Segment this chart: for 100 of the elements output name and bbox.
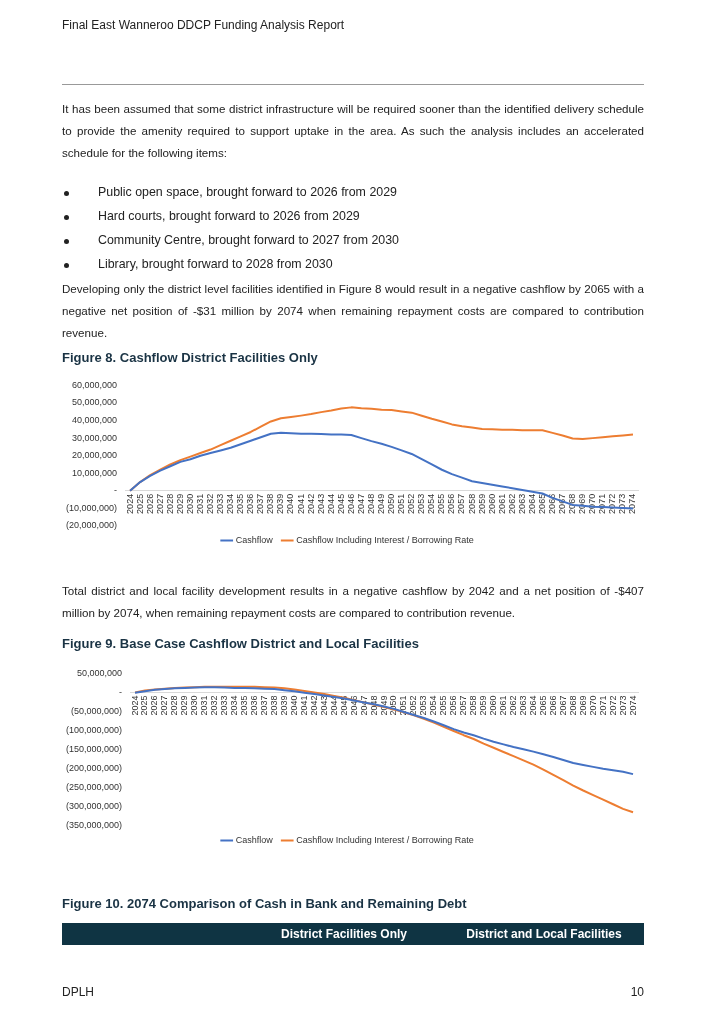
y-tick-label: (50,000,000)	[71, 706, 123, 717]
y-tick-label: (300,000,000)	[66, 801, 123, 812]
x-tick-label: 2041	[298, 695, 309, 716]
x-tick-label: 2046	[345, 493, 356, 514]
x-tick-label: 2067	[557, 493, 568, 514]
x-tick-label: 2057	[458, 695, 469, 716]
x-tick-label: 2037	[258, 695, 269, 716]
x-tick-label: 2060	[488, 695, 499, 716]
x-tick-label: 2044	[325, 493, 336, 514]
x-tick-label: 2056	[446, 493, 457, 514]
x-tick-label: 2039	[278, 695, 289, 716]
x-tick-label: 2045	[335, 493, 346, 514]
x-tick-label: 2065	[536, 493, 547, 514]
x-tick-label: 2067	[557, 695, 568, 716]
text: 10	[629, 985, 644, 999]
legend-label: Cashflow	[235, 534, 274, 545]
x-tick-label: 2029	[174, 493, 185, 514]
x-tick-label: 2060	[486, 493, 497, 514]
text: Community Centre, brought forward to 2027 from 2030	[98, 233, 399, 247]
x-tick-label: 2065	[537, 695, 548, 716]
x-tick-label: 2056	[448, 695, 459, 716]
x-tick-label: 2026	[144, 493, 155, 514]
y-tick-label: (10,000,000)	[65, 502, 118, 513]
text: Developing only the district level facilities identified in Figure 8 would result in a negative cashflow by 2065 with a negative net position of -$31 million by 2074 when remaining repayment costs are compared to contribution revenue.	[62, 281, 644, 341]
x-tick-label: 2033	[219, 695, 230, 716]
x-tick-label: 2070	[587, 493, 598, 514]
y-tick-label: (100,000,000)	[66, 725, 123, 736]
x-tick-label: 2034	[229, 695, 240, 716]
x-tick-label: 2058	[468, 695, 479, 716]
x-tick-label: 2030	[189, 695, 200, 716]
x-tick-label: 2027	[154, 493, 165, 514]
x-tick-label: 2047	[355, 493, 366, 514]
x-tick-label: 2031	[199, 695, 210, 716]
x-tick-label: 2034	[225, 493, 236, 514]
x-tick-label: 2051	[396, 493, 407, 514]
x-tick-label: 2046	[348, 695, 359, 716]
text: Hard courts, brought forward to 2026 from 2029	[98, 209, 360, 223]
y-tick-label: -	[119, 686, 123, 697]
y-tick-label: 40,000,000	[71, 415, 118, 426]
x-tick-label: 2038	[265, 493, 276, 514]
x-tick-label: 2048	[365, 493, 376, 514]
caption: Figure 10. 2074 Comparison of Cash in Bank and Remaining Debt	[62, 896, 467, 911]
x-tick-label: 2032	[205, 493, 216, 514]
text: District Facilities Only	[279, 927, 408, 941]
y-tick-label: -	[114, 485, 118, 496]
x-tick-label: 2063	[517, 695, 528, 716]
y-tick-label: (250,000,000)	[66, 782, 123, 793]
y-tick-label: 50,000,000	[71, 397, 118, 408]
x-tick-label: 2038	[268, 695, 279, 716]
text: Public open space, brought forward to 2026 from 2029	[98, 185, 397, 199]
x-tick-label: 2032	[209, 695, 220, 716]
chart-title: Figure 9. Base Case Cashflow District and Local Facilities	[62, 636, 419, 651]
x-tick-label: 2040	[288, 695, 299, 716]
y-tick-label: 20,000,000	[71, 450, 118, 461]
x-tick-label: 2063	[516, 493, 527, 514]
x-tick-label: 2042	[308, 695, 319, 716]
x-tick-label: 2066	[546, 493, 557, 514]
x-tick-label: 2069	[577, 695, 588, 716]
y-tick-label: 30,000,000	[71, 432, 118, 443]
x-tick-label: 2035	[235, 493, 246, 514]
x-tick-label: 2028	[169, 695, 180, 716]
x-tick-label: 2064	[526, 493, 537, 514]
text: District and Local Facilities	[465, 927, 623, 941]
x-tick-label: 2037	[255, 493, 266, 514]
x-tick-label: 2052	[406, 493, 417, 514]
text: Final East Wanneroo DDCP Funding Analysis Report	[62, 18, 345, 32]
x-tick-label: 2031	[194, 493, 205, 514]
x-tick-label: 2066	[547, 695, 558, 716]
x-tick-label: 2068	[567, 695, 578, 716]
legend-label: Cashflow	[235, 834, 274, 845]
y-tick-label: (150,000,000)	[66, 744, 123, 755]
x-tick-label: 2059	[476, 493, 487, 514]
y-tick-label: (350,000,000)	[66, 820, 123, 831]
x-tick-label: 2035	[239, 695, 250, 716]
x-tick-label: 2040	[285, 493, 296, 514]
x-tick-label: 2033	[215, 493, 226, 514]
x-tick-label: 2058	[466, 493, 477, 514]
x-tick-label: 2043	[318, 695, 329, 716]
y-tick-label: (20,000,000)	[65, 520, 118, 531]
x-tick-label: 2061	[496, 493, 507, 514]
x-tick-label: 2064	[527, 695, 538, 716]
x-tick-label: 2062	[507, 695, 518, 716]
y-tick-label: 10,000,000	[71, 467, 118, 478]
x-tick-label: 2036	[249, 695, 260, 716]
x-tick-label: 2025	[139, 695, 150, 716]
x-tick-label: 2072	[607, 695, 618, 716]
x-tick-label: 2061	[498, 695, 509, 716]
x-tick-label: 2027	[159, 695, 170, 716]
x-tick-label: 2074	[627, 493, 638, 514]
x-tick-label: 2053	[418, 695, 429, 716]
x-tick-label: 2042	[305, 493, 316, 514]
x-tick-label: 2053	[416, 493, 427, 514]
x-tick-label: 2028	[164, 493, 175, 514]
x-tick-label: 2074	[627, 695, 638, 716]
x-tick-label: 2041	[295, 493, 306, 514]
x-tick-label: 2029	[179, 695, 190, 716]
x-tick-label: 2026	[149, 695, 160, 716]
x-tick-label: 2025	[134, 493, 145, 514]
x-tick-label: 2024	[124, 493, 135, 514]
text: Library, brought forward to 2028 from 2030	[98, 257, 333, 271]
